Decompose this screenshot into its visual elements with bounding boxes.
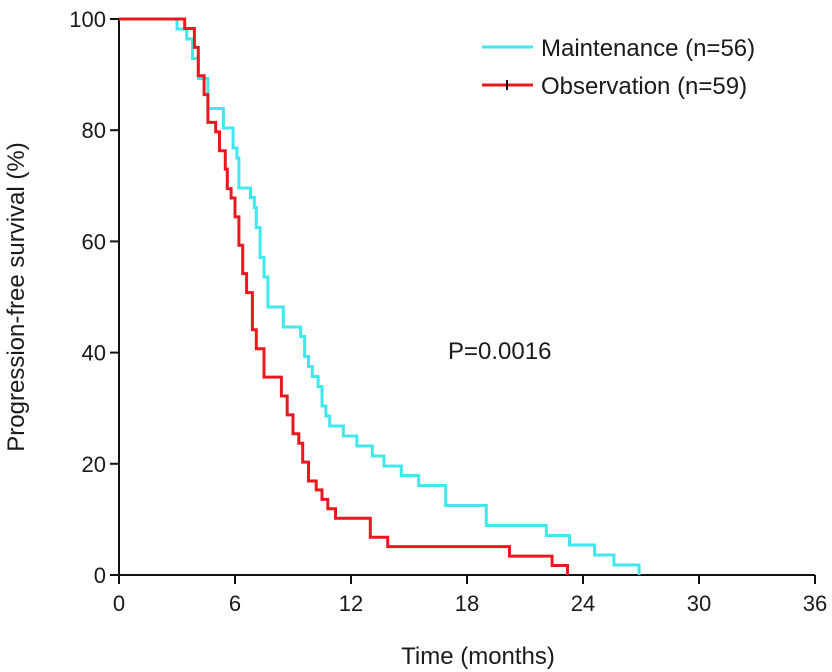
axes: 0 20 40 60 80 100 0 6 12 18 24 30 36 bbox=[69, 7, 827, 616]
x-tick-label: 0 bbox=[113, 591, 125, 616]
p-value-annotation: P=0.0016 bbox=[448, 338, 551, 365]
y-tick-label: 100 bbox=[69, 7, 106, 32]
legend-label-observation: Observation (n=59) bbox=[541, 73, 747, 100]
x-tick-label: 24 bbox=[571, 591, 595, 616]
series-line-maintenance bbox=[119, 17, 641, 575]
series-line-observation bbox=[119, 17, 569, 575]
legend-item-maintenance: Maintenance (n=56) bbox=[482, 35, 755, 62]
legend-item-observation: Observation (n=59) bbox=[482, 73, 747, 100]
x-tick-label: 12 bbox=[339, 591, 363, 616]
y-tick-label: 40 bbox=[82, 341, 106, 366]
y-tick-label: 60 bbox=[82, 229, 106, 254]
x-tick-label: 36 bbox=[803, 591, 827, 616]
x-tick-label: 18 bbox=[455, 591, 479, 616]
y-tick-label: 80 bbox=[82, 118, 106, 143]
y-axis-title: Progression-free survival (%) bbox=[3, 142, 30, 451]
x-tick-label: 30 bbox=[687, 591, 711, 616]
x-tick-label: 6 bbox=[229, 591, 241, 616]
x-axis-title: Time (months) bbox=[401, 643, 555, 670]
y-tick-label: 20 bbox=[82, 452, 106, 477]
legend-label-maintenance: Maintenance (n=56) bbox=[541, 35, 755, 62]
y-tick-label: 0 bbox=[94, 563, 106, 588]
legend: Maintenance (n=56) Observation (n=59) bbox=[482, 35, 755, 100]
series-layer bbox=[119, 17, 641, 575]
